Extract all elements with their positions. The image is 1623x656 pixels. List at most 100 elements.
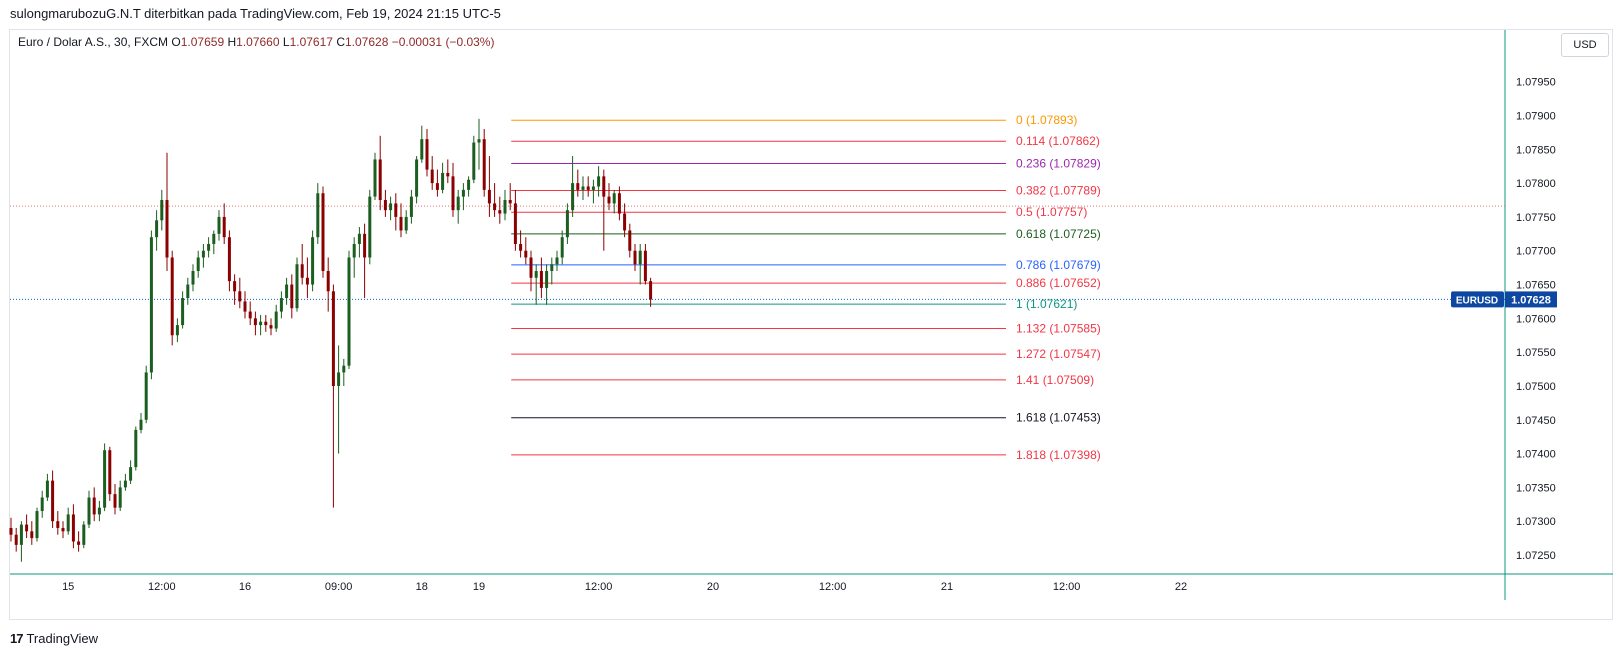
fib-level-label: 0.5 (1.07757) xyxy=(1016,205,1087,219)
candle-body xyxy=(61,527,65,532)
candle-body xyxy=(165,200,169,258)
candle-body xyxy=(363,233,367,258)
ohlc-close: C1.07628 xyxy=(336,35,389,49)
y-tick-label: 1.07650 xyxy=(1516,280,1556,292)
candle-body xyxy=(513,203,517,244)
candle-body xyxy=(92,497,96,515)
candle-body xyxy=(591,186,595,190)
candle-body xyxy=(217,216,221,234)
candle-body xyxy=(560,237,564,258)
candle-body xyxy=(555,257,559,265)
candle-body xyxy=(207,243,211,251)
x-tick-label: 12:00 xyxy=(148,581,176,593)
fib-level-label: 1.618 (1.07453) xyxy=(1016,411,1101,425)
candle-body xyxy=(368,196,372,258)
candle-body xyxy=(539,271,543,288)
candle-body xyxy=(196,257,200,272)
candle-body xyxy=(321,193,325,272)
candle-body xyxy=(415,159,419,197)
candle-body xyxy=(160,200,164,221)
symbol-price-tag-label: EURUSD xyxy=(1456,295,1498,306)
chart-frame xyxy=(9,29,1613,620)
candle-body xyxy=(175,325,179,336)
candle-body xyxy=(404,216,408,231)
fib-level-label: 1.41 (1.07509) xyxy=(1016,373,1094,387)
candle-body xyxy=(586,186,590,190)
y-tick-label: 1.07950 xyxy=(1516,77,1556,89)
candle-body xyxy=(45,480,49,498)
symbol-price-tag xyxy=(1451,291,1504,308)
candle-body xyxy=(238,291,242,302)
candle-body xyxy=(487,189,491,204)
candle-body xyxy=(56,521,60,528)
candle-body xyxy=(378,159,382,201)
fib-level-label: 0.786 (1.07679) xyxy=(1016,258,1101,272)
candle-body xyxy=(477,139,481,143)
candle-body xyxy=(493,203,497,211)
candle-body xyxy=(118,487,122,508)
candle-body xyxy=(191,271,195,285)
candle-body xyxy=(597,176,601,187)
candle-body xyxy=(233,281,237,292)
y-tick-label: 1.07300 xyxy=(1516,516,1556,528)
fib-level-label: 1 (1.07621) xyxy=(1016,297,1077,311)
candle-body xyxy=(311,237,315,285)
y-tick-label: 1.07550 xyxy=(1516,347,1556,359)
candle-body xyxy=(259,321,263,326)
candle-body xyxy=(129,467,133,481)
x-tick-label: 12:00 xyxy=(819,581,847,593)
candle-body xyxy=(534,271,538,278)
publish-attribution: sulongmarubozuG.N.T diterbitkan pada Tra… xyxy=(10,6,501,21)
tradingview-logo-icon: 17 xyxy=(10,631,24,646)
candle-body xyxy=(300,264,304,278)
x-tick-label: 12:00 xyxy=(585,581,613,593)
y-tick-label: 1.07900 xyxy=(1516,111,1556,123)
x-tick-label: 15 xyxy=(62,581,74,593)
candle-body xyxy=(638,250,642,265)
last-price-tag xyxy=(1505,291,1557,308)
candle-body xyxy=(222,216,226,238)
candle-body xyxy=(643,250,647,282)
candle-body xyxy=(571,183,575,211)
candle-body xyxy=(201,250,205,258)
symbol-legend: Euro / Dolar A.S., 30, FXCM O1.07659 H1.… xyxy=(18,35,494,49)
ohlc-high: H1.07660 xyxy=(227,35,280,49)
candle-body xyxy=(35,511,39,539)
candle-body xyxy=(134,429,138,468)
candle-body xyxy=(399,216,403,231)
candle-body xyxy=(295,264,299,309)
candle-body xyxy=(508,200,512,204)
fib-level-label: 1.818 (1.07398) xyxy=(1016,448,1101,462)
candle-body xyxy=(357,233,361,244)
candle-body xyxy=(524,250,528,258)
candle-body xyxy=(352,243,356,258)
candle-body xyxy=(9,527,13,535)
candle-body xyxy=(243,301,247,312)
candle-body xyxy=(149,237,153,373)
candle-body xyxy=(274,311,278,329)
ohlc-open: O1.07659 xyxy=(171,35,225,49)
candle-body xyxy=(139,419,143,430)
candle-body xyxy=(71,514,75,542)
brand-name: TradingView xyxy=(26,631,99,646)
candle-body xyxy=(623,213,627,231)
candle-body xyxy=(170,257,174,336)
y-tick-label: 1.07700 xyxy=(1516,246,1556,258)
y-tick-label: 1.07350 xyxy=(1516,482,1556,494)
candle-body xyxy=(305,277,309,285)
candle-body xyxy=(451,176,455,211)
candle-body xyxy=(144,372,148,420)
candle-body xyxy=(181,298,185,326)
x-tick-label: 09:00 xyxy=(325,581,353,593)
ohlc-low: L1.07617 xyxy=(282,35,333,49)
candle-body xyxy=(420,139,424,160)
y-tick-label: 1.07500 xyxy=(1516,381,1556,393)
fib-level-label: 0.886 (1.07652) xyxy=(1016,276,1101,290)
candle-body xyxy=(186,284,190,299)
candle-body xyxy=(498,210,502,214)
candle-body xyxy=(425,139,429,170)
candle-body xyxy=(14,534,18,545)
x-tick-label: 12:00 xyxy=(1053,581,1081,593)
currency-selector[interactable]: USD xyxy=(1561,33,1609,57)
